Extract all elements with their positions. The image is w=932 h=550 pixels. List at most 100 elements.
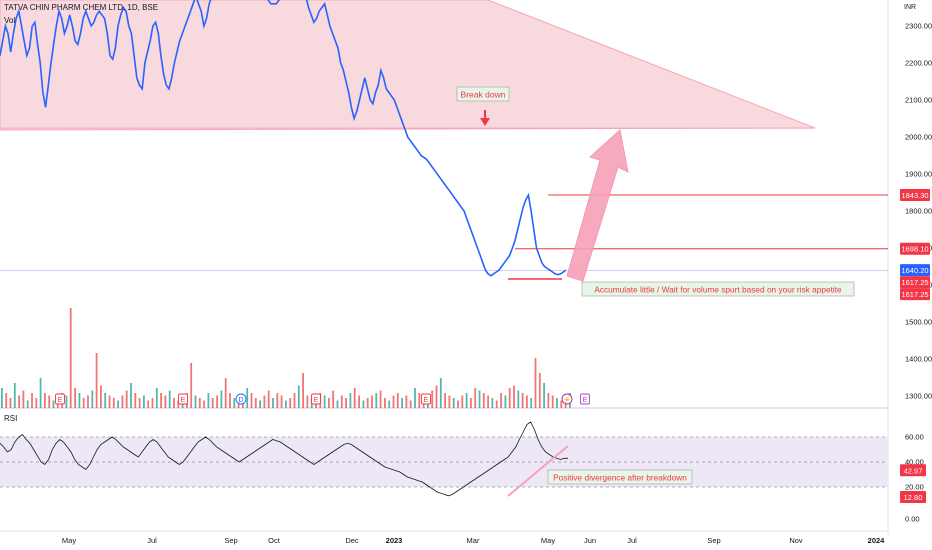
volume-bar <box>237 400 240 408</box>
volume-bar <box>560 400 563 408</box>
volume-bar <box>78 393 81 408</box>
volume-bar <box>69 308 72 408</box>
volume-bar <box>143 395 145 408</box>
rsi-tick-label: 40.00 <box>905 458 924 467</box>
price-tick-label: 2000.00 <box>905 133 932 142</box>
projected-up-arrow[interactable] <box>566 129 629 282</box>
price-tick-label: 1300.00 <box>905 392 932 401</box>
time-axis-label: Nov <box>789 536 803 545</box>
split-event-icon[interactable]: ⚡ <box>561 393 573 405</box>
descending-triangle-shape[interactable] <box>0 0 816 131</box>
break-down-label[interactable]: Break down <box>456 86 510 102</box>
time-axis[interactable]: May Jul Sep Oct Dec 2023 Mar May Jun Jul Sep Nov 202… <box>62 536 885 545</box>
price-tick-label: 1500.00 <box>905 318 932 327</box>
volume-bar <box>52 400 55 408</box>
volume-bar <box>246 388 249 408</box>
volume-bar <box>125 390 128 408</box>
volume-bar <box>328 398 330 408</box>
rsi-axis[interactable]: 60.00 40.00 20.00 0.00 <box>905 433 924 524</box>
volume-bar <box>289 398 292 408</box>
price-tick-label: 1400.00 <box>905 355 932 364</box>
price-badge-text: 1617.25 <box>901 278 928 287</box>
earnings-event-icon[interactable]: E <box>580 393 590 405</box>
volume-bar <box>534 358 537 408</box>
volume-bar <box>224 378 227 408</box>
rsi-indicator-label[interactable]: RSI <box>4 414 17 423</box>
volume-label[interactable]: Vol <box>4 16 16 25</box>
volume-bar <box>470 398 472 408</box>
volume-bar <box>151 398 154 408</box>
price-badges: 1843.30 1698.10 1640.20 1617.25 1617.25 42.97… <box>900 188 930 503</box>
rsi-badge: 12.80 <box>900 491 926 503</box>
volume-bar <box>538 373 541 408</box>
volume-bar <box>65 395 68 408</box>
volume-bar <box>280 395 283 408</box>
volume-bar <box>168 390 171 408</box>
volume-bar <box>100 385 102 408</box>
volume-bar <box>263 395 266 408</box>
volume-bar <box>285 400 287 408</box>
volume-bar <box>358 395 360 408</box>
break-down-text: Break down <box>461 90 506 100</box>
time-axis-label: Jul <box>147 536 157 545</box>
volume-bar <box>104 393 107 408</box>
volume-bar <box>250 393 253 408</box>
earnings-event-icon[interactable]: E <box>311 393 321 405</box>
volume-bar <box>194 395 197 408</box>
volume-bar <box>379 390 382 408</box>
volume-bar <box>297 385 300 408</box>
volume-bar <box>521 393 524 408</box>
volume-bar <box>155 388 158 408</box>
volume-bar <box>474 388 477 408</box>
volume-bar <box>461 395 464 408</box>
volume-bar <box>478 390 481 408</box>
volume-bar <box>130 383 132 408</box>
volume-bar <box>147 400 150 408</box>
rsi-divergence-line[interactable] <box>507 445 569 497</box>
volume-bar <box>448 395 451 408</box>
price-badge-text: 1640.20 <box>901 266 928 275</box>
volume-bar <box>198 398 201 408</box>
volume-bar <box>482 393 485 408</box>
accumulate-label[interactable]: Accumulate little / Wait for volume spur… <box>581 281 855 297</box>
volume-bar <box>495 400 498 408</box>
dividend-event-icon[interactable]: D <box>235 393 247 405</box>
volume-bar <box>362 400 365 408</box>
volume-bar <box>500 393 502 408</box>
event-markers[interactable]: E E D E E ⚡ E <box>55 393 590 405</box>
divergence-label[interactable]: Positive divergence after breakdown <box>547 469 693 485</box>
volume-bar <box>504 395 507 408</box>
price-axis[interactable]: 2300.00 2200.00 2100.00 2000.00 1900.00 1800.… <box>905 22 932 401</box>
rsi-line <box>0 421 568 497</box>
volume-bar <box>384 398 386 408</box>
time-axis-label: May <box>541 536 555 545</box>
volume-bar <box>233 398 236 408</box>
volume-bar <box>9 398 12 408</box>
volume-bar <box>517 390 520 408</box>
volume-bar <box>418 393 421 408</box>
volume-bar <box>405 395 408 408</box>
volume-bar <box>444 393 446 408</box>
volume-bar <box>276 393 279 408</box>
volume-bar <box>134 393 137 408</box>
volume-bar <box>388 400 391 408</box>
volume-bar <box>349 393 352 408</box>
volume-bar <box>414 388 416 408</box>
event-marker-text: ⚡ <box>563 395 572 404</box>
price-badge: 1617.25 <box>900 276 930 289</box>
volume-bar <box>160 393 162 408</box>
symbol-title[interactable]: TATVA CHIN PHARM CHEM LTD, 1D, BSE <box>4 3 159 12</box>
volume-bar <box>1 388 3 408</box>
volume-bar <box>306 395 309 408</box>
volume-bar <box>336 400 339 408</box>
volume-bar <box>82 398 85 408</box>
volume-bar <box>332 390 335 408</box>
price-line[interactable] <box>0 0 567 277</box>
earnings-event-icon[interactable]: E <box>55 393 65 405</box>
earnings-event-icon[interactable]: E <box>178 393 188 405</box>
volume-bar <box>508 388 511 408</box>
earnings-event-icon[interactable]: E <box>421 393 431 405</box>
price-badge: 1640.20 <box>900 264 930 277</box>
